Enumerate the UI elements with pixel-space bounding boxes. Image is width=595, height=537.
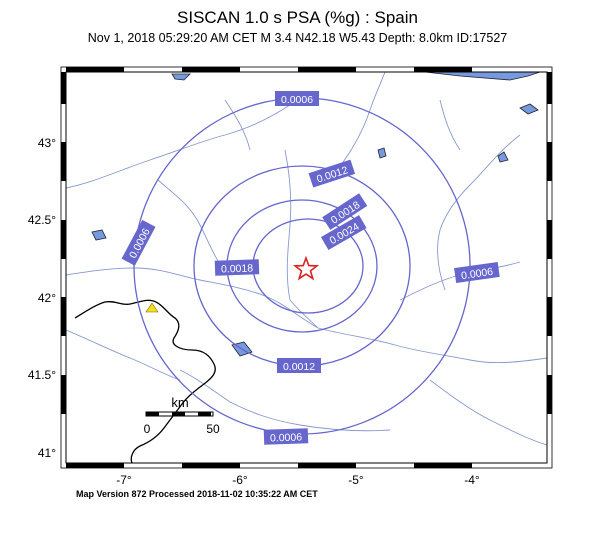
water-body xyxy=(91,229,107,241)
lon-label: -5° xyxy=(348,473,364,487)
svg-text:0.0006: 0.0006 xyxy=(460,266,494,282)
svg-text:0.0012: 0.0012 xyxy=(283,361,315,373)
lat-label: 42.5° xyxy=(28,213,56,227)
scale-end: 50 xyxy=(206,422,220,436)
water-body xyxy=(171,73,191,81)
lat-label: 43° xyxy=(38,136,56,150)
lat-label: 41° xyxy=(38,446,56,460)
lat-label: 42° xyxy=(38,291,56,305)
water-body xyxy=(377,147,387,159)
svg-text:0.0006: 0.0006 xyxy=(281,94,313,106)
scale-start: 0 xyxy=(144,422,151,436)
map-version-footer: Map Version 872 Processed 2018-11-02 10:… xyxy=(76,489,318,499)
svg-text:0.0018: 0.0018 xyxy=(221,262,254,275)
contour-label: 0.0012 xyxy=(277,358,321,373)
epicenter-star-icon xyxy=(292,255,320,281)
event-info: Nov 1, 2018 05:29:20 AM CET M 3.4 N42.18… xyxy=(87,31,508,45)
scale-bar: km 0 50 xyxy=(144,395,220,436)
station-triangle-icon xyxy=(145,302,159,313)
national-border xyxy=(74,299,216,463)
lon-label: -6° xyxy=(232,473,248,487)
svg-text:0.0006: 0.0006 xyxy=(270,431,303,444)
contour-label: 0.0006 xyxy=(454,262,500,283)
contour-label: 0.0006 xyxy=(275,91,319,106)
frame-ticks xyxy=(61,67,552,468)
map-title: SISCAN 1.0 s PSA (%g) : Spain xyxy=(177,8,418,27)
water-body xyxy=(400,72,541,81)
lon-label: -4° xyxy=(464,473,480,487)
water-body xyxy=(519,103,539,115)
water-body xyxy=(497,151,509,163)
contour-label: 0.0006 xyxy=(263,428,309,445)
lon-label: -7° xyxy=(116,473,132,487)
lat-label: 41.5° xyxy=(28,368,56,382)
contour-label: 0.0018 xyxy=(214,259,260,276)
scale-unit: km xyxy=(171,395,188,410)
